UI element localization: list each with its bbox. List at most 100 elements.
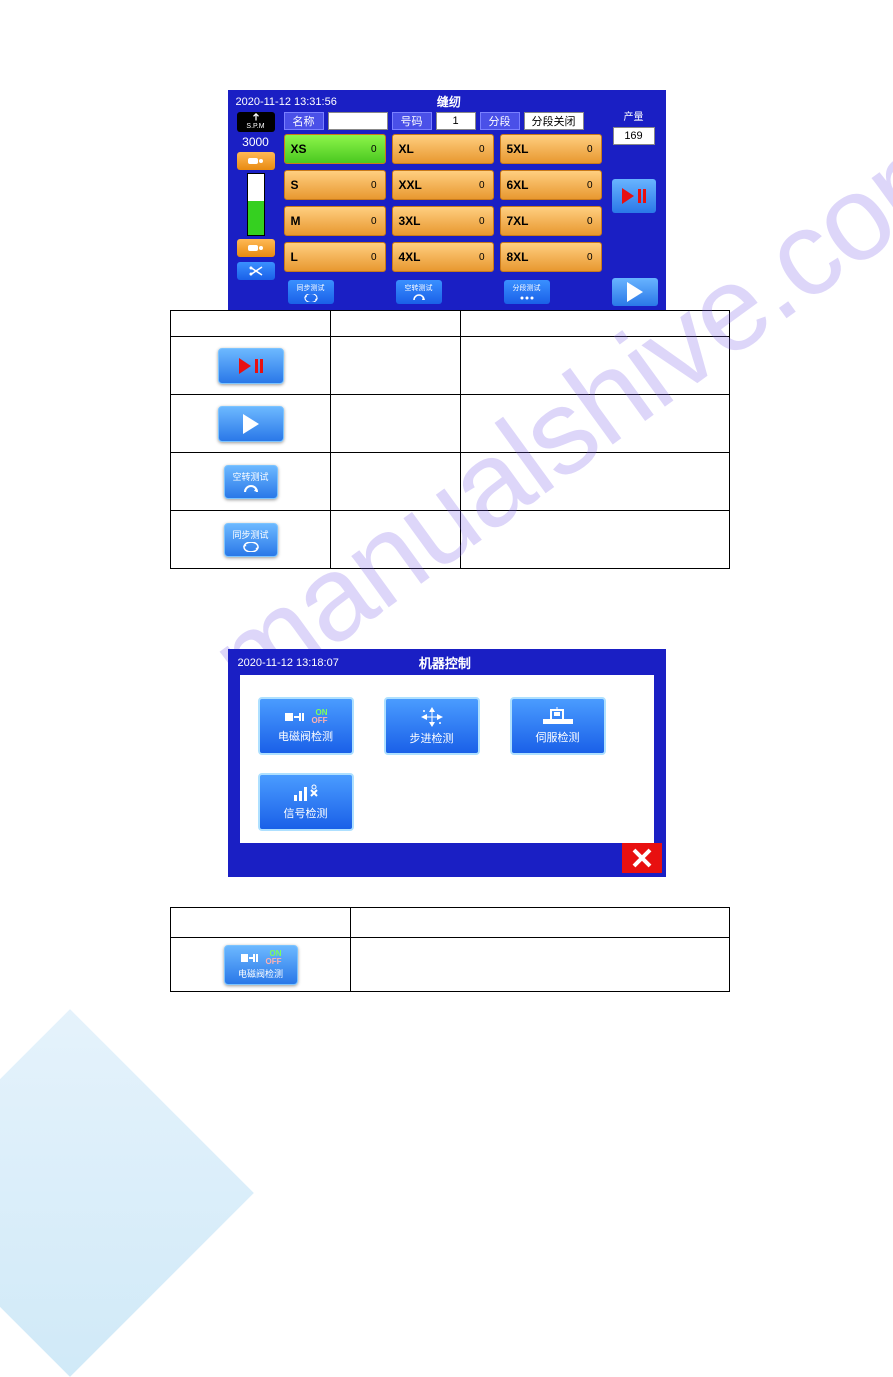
- sync-icon: [303, 294, 319, 302]
- size-cell-6xl[interactable]: 6XL 0: [500, 170, 602, 200]
- size-value: 0: [587, 252, 593, 263]
- size-label: L: [291, 250, 298, 264]
- size-label: 8XL: [507, 250, 529, 264]
- play-pause-icon: [239, 358, 263, 374]
- size-value: 0: [479, 252, 485, 263]
- size-value: 0: [587, 144, 593, 155]
- size-cell-xxl[interactable]: XXL 0: [392, 170, 494, 200]
- hmi-screenshot-sewing: 2020-11-12 13:31:56 缝纫 S.P.M 3000: [228, 90, 666, 310]
- size-label: 4XL: [399, 250, 421, 264]
- hmi-screenshot-machine-control: 2020-11-12 13:18:07 机器控制 ONOFF 电磁阀检测 步进检…: [228, 649, 666, 877]
- name-label: 名称: [284, 112, 324, 130]
- name-value[interactable]: [328, 112, 388, 130]
- signal-detect-button[interactable]: 信号检测: [258, 773, 354, 831]
- idle-test-button[interactable]: 空转测试: [396, 280, 442, 304]
- size-value: 0: [371, 144, 377, 155]
- sync-icon: [241, 542, 261, 552]
- play-icon: [627, 282, 643, 302]
- idle-test-label: 空转测试: [405, 283, 433, 293]
- segment-icon: [519, 294, 535, 302]
- segment-test-label: 分段测试: [513, 283, 541, 293]
- play-pause-icon: [622, 188, 646, 204]
- idle-test-label: 空转测试: [232, 470, 268, 483]
- bottom-play-button[interactable]: [612, 278, 658, 306]
- sync-test-button-demo[interactable]: 同步测试: [224, 523, 278, 557]
- gauge-fill: [248, 201, 264, 235]
- size-label: XXL: [399, 178, 422, 192]
- play-pause-button-demo[interactable]: [218, 348, 284, 384]
- sync-test-label: 同步测试: [232, 528, 268, 541]
- solenoid-label: 电磁阀检测: [278, 728, 333, 744]
- servo-label: 伺服检测: [536, 729, 580, 745]
- size-value: 0: [479, 216, 485, 227]
- speed-gauge[interactable]: [247, 173, 265, 236]
- hmi2-body: ONOFF 电磁阀检测 步进检测 伺服检测 信号检测: [240, 675, 654, 843]
- size-label: 5XL: [507, 142, 529, 156]
- servo-icon: [541, 707, 575, 727]
- hmi2-title: 机器控制: [419, 653, 471, 672]
- size-label: S: [291, 178, 299, 192]
- number-value[interactable]: 1: [436, 112, 476, 130]
- number-label: 号码: [392, 112, 432, 130]
- table1-header-row: [171, 311, 730, 337]
- size-label: 3XL: [399, 214, 421, 228]
- solenoid-demo-label: 电磁阀检测: [238, 967, 283, 980]
- spm-icon[interactable]: S.P.M: [237, 112, 275, 132]
- production-value[interactable]: 169: [613, 127, 655, 145]
- explanation-table-2: ONOFF 电磁阀检测: [170, 907, 730, 992]
- step-label: 步进检测: [410, 730, 454, 746]
- step-detect-button[interactable]: 步进检测: [384, 697, 480, 755]
- roller-low-icon: [247, 242, 265, 254]
- roller-high-icon: [247, 155, 265, 167]
- size-cell-xl[interactable]: XL0: [392, 134, 494, 164]
- sync-test-button[interactable]: 同步测试: [288, 280, 334, 304]
- page-corner-decoration: [0, 1009, 254, 1377]
- size-grid: XS0XL05XL0S0XXL06XL0M03XL07XL0L04XL08XL0: [284, 134, 602, 272]
- size-value: 0: [371, 180, 377, 191]
- step-icon: [417, 706, 447, 728]
- close-button[interactable]: [622, 843, 662, 873]
- size-cell-5xl[interactable]: 5XL 0: [500, 134, 602, 164]
- hmi1-title: 缝纫: [437, 93, 461, 110]
- spm-value: 3000: [242, 135, 269, 149]
- play-button-demo[interactable]: [218, 406, 284, 442]
- size-value: 0: [479, 180, 485, 191]
- play-icon: [243, 414, 259, 434]
- size-cell-8xl[interactable]: 8XL 0: [500, 242, 602, 272]
- size-label: XL: [399, 142, 414, 156]
- production-label: 产量: [624, 112, 644, 123]
- side-button-high[interactable]: [237, 152, 275, 170]
- solenoid-button-demo[interactable]: ONOFF 电磁阀检测: [224, 945, 298, 985]
- size-label: XS: [291, 142, 307, 156]
- idle-test-button-demo[interactable]: 空转测试: [224, 465, 278, 499]
- play-pause-button[interactable]: [612, 179, 656, 213]
- servo-detect-button[interactable]: 伺服检测: [510, 697, 606, 755]
- size-cell-xs[interactable]: XS 0: [284, 134, 386, 164]
- size-value: 0: [371, 216, 377, 227]
- size-cell-7xl[interactable]: 7XL0: [500, 206, 602, 236]
- spm-label: S.P.M: [246, 123, 264, 130]
- size-cell-l[interactable]: L0: [284, 242, 386, 272]
- table2-row-solenoid: ONOFF 电磁阀检测: [171, 938, 730, 992]
- size-cell-4xl[interactable]: 4XL 0: [392, 242, 494, 272]
- size-cell-s[interactable]: S0: [284, 170, 386, 200]
- size-label: 6XL: [507, 178, 529, 192]
- size-cell-m[interactable]: M0: [284, 206, 386, 236]
- table1-row-play: [171, 395, 730, 453]
- solenoid-icon: ONOFF: [240, 950, 282, 966]
- size-value: 0: [587, 180, 593, 191]
- explanation-table-1: 空转测试 同步测试: [170, 310, 730, 569]
- size-label: 7XL: [507, 214, 529, 228]
- segment-test-button[interactable]: 分段测试: [504, 280, 550, 304]
- solenoid-detect-button[interactable]: ONOFF 电磁阀检测: [258, 697, 354, 755]
- side-button-low[interactable]: [237, 239, 275, 257]
- table1-row-sync: 同步测试: [171, 511, 730, 569]
- solenoid-icon: ONOFF: [284, 708, 328, 726]
- segment-value[interactable]: 分段关闭: [524, 112, 584, 130]
- table2-header-row: [171, 908, 730, 938]
- size-cell-3xl[interactable]: 3XL 0: [392, 206, 494, 236]
- signal-icon: [292, 783, 320, 803]
- hmi1-datetime: 2020-11-12 13:31:56: [236, 96, 337, 108]
- hmi1-header-row: 名称 号码 1 分段 分段关闭: [284, 112, 602, 130]
- hmi1-right-column: 产量 169: [608, 112, 660, 280]
